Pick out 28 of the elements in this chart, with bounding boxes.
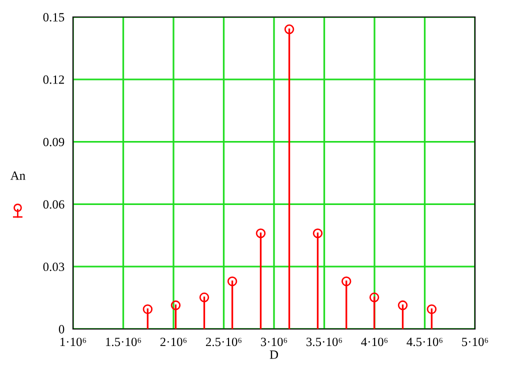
y-tick-label: 0.12 xyxy=(43,75,64,84)
y-tick-label: 0.15 xyxy=(43,13,64,22)
point xyxy=(342,276,352,286)
x-tick-label: 4.5·10⁶ xyxy=(406,338,442,346)
x-tick-label: 1.5·10⁶ xyxy=(106,338,141,346)
point xyxy=(369,292,380,302)
x-tick-label: 4·10⁶ xyxy=(361,338,388,346)
point xyxy=(284,24,294,34)
point xyxy=(312,228,323,238)
point xyxy=(170,300,181,310)
point xyxy=(398,300,408,310)
y-tick-label: 0.09 xyxy=(43,138,64,146)
point xyxy=(426,304,437,314)
x-tick-label: 3.5·10⁶ xyxy=(306,338,342,346)
point xyxy=(227,276,238,286)
y-tick-label: 0 xyxy=(58,325,64,334)
point xyxy=(142,304,153,314)
x-tick-label: 5·10⁶ xyxy=(462,338,488,346)
x-tick-label: 1·10⁶ xyxy=(60,338,86,346)
x-tick-label: 2·10⁶ xyxy=(160,338,187,346)
x-axis-title: D xyxy=(270,350,278,359)
y-axis-title: An xyxy=(10,171,26,180)
x-tick-label: 3·10⁶ xyxy=(260,338,288,346)
x-tick-label: 2.5·10⁶ xyxy=(206,338,242,346)
y-tick-label: 0.06 xyxy=(43,200,64,209)
point xyxy=(256,228,266,238)
point xyxy=(199,292,210,302)
y-tick-label: 0.03 xyxy=(43,262,64,272)
